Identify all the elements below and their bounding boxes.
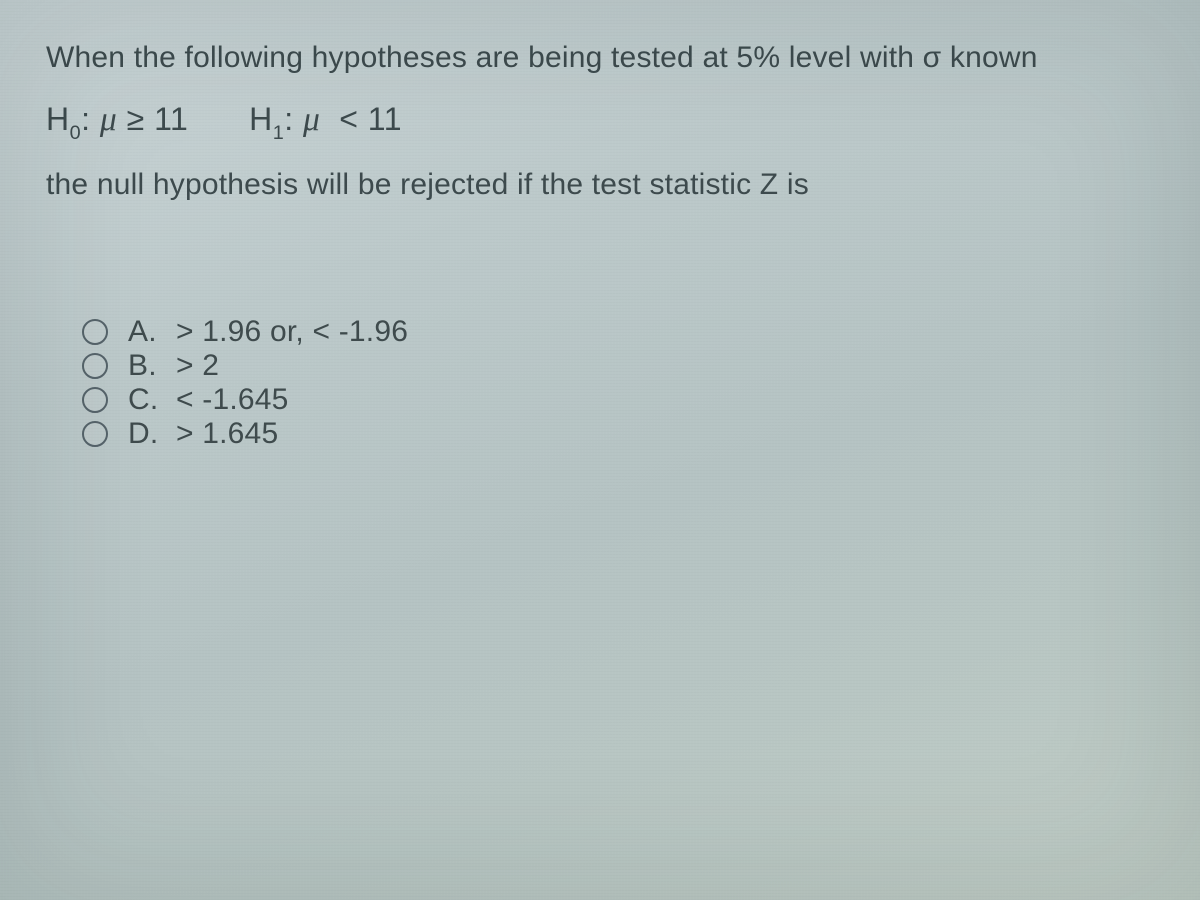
option-text: > 2 (176, 349, 219, 383)
radio-icon[interactable] (82, 387, 108, 413)
radio-icon[interactable] (82, 421, 108, 447)
h0-label: H (46, 101, 70, 137)
option-text: > 1.645 (176, 417, 278, 451)
radio-icon[interactable] (82, 353, 108, 379)
options-list: A. > 1.96 or, < -1.96 B. > 2 C. < -1.645… (46, 315, 1160, 451)
h0-relation: ≥ (127, 101, 145, 137)
h1-value: 11 (368, 101, 402, 137)
question-stem-line1: When the following hypotheses are being … (46, 38, 1160, 79)
h1-relation: < (339, 101, 358, 137)
h0-subscript: 0 (70, 122, 82, 144)
h1-label: H (249, 101, 273, 137)
mu-symbol: μ (100, 101, 117, 138)
h1-subscript: 1 (273, 122, 285, 144)
option-letter: C. (128, 383, 176, 417)
option-letter: A. (128, 315, 176, 349)
option-a[interactable]: A. > 1.96 or, < -1.96 (82, 315, 1160, 349)
option-letter: D. (128, 417, 176, 451)
radio-icon[interactable] (82, 319, 108, 345)
option-d[interactable]: D. > 1.645 (82, 417, 1160, 451)
option-text: > 1.96 or, < -1.96 (176, 315, 408, 349)
question-stem-line3: the null hypothesis will be rejected if … (46, 165, 1160, 206)
option-b[interactable]: B. > 2 (82, 349, 1160, 383)
h0-colon: : (81, 101, 90, 137)
h1-colon: : (284, 101, 293, 137)
mu-symbol-2: μ (303, 101, 320, 138)
hypotheses-line: H0: μ ≥ 11 H1: μ < 11 (46, 101, 1160, 143)
option-text: < -1.645 (176, 383, 289, 417)
question-card: When the following hypotheses are being … (0, 0, 1200, 900)
option-letter: B. (128, 349, 176, 383)
option-c[interactable]: C. < -1.645 (82, 383, 1160, 417)
h0-value: 11 (154, 101, 188, 137)
